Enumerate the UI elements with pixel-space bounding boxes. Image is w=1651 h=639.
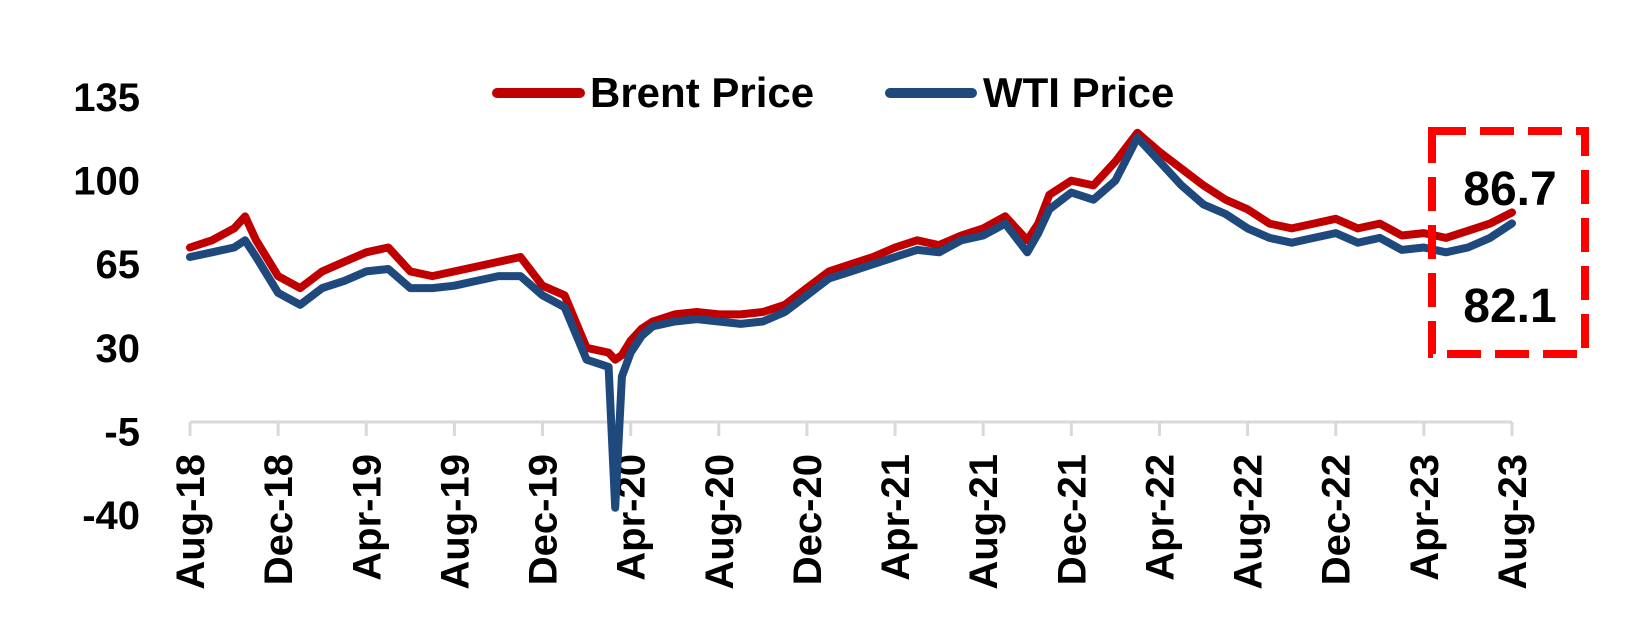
x-tick-label: Aug-23 bbox=[1491, 454, 1535, 590]
y-tick-label: 65 bbox=[96, 243, 141, 287]
legend: Brent Price WTI Price bbox=[492, 69, 1174, 116]
x-tick-label: Dec-20 bbox=[786, 454, 830, 585]
legend-label-brent: Brent Price bbox=[590, 69, 814, 116]
x-tick-label: Aug-20 bbox=[698, 454, 742, 590]
latest-value-callout: 86.7 82.1 bbox=[1428, 127, 1589, 358]
legend-label-wti: WTI Price bbox=[983, 69, 1174, 116]
callout-wti-value: 82.1 bbox=[1463, 280, 1556, 333]
callout-brent-value: 86.7 bbox=[1463, 163, 1556, 216]
y-tick-label: 100 bbox=[73, 160, 140, 204]
callout-box bbox=[1428, 127, 1589, 358]
x-tick-label: Dec-21 bbox=[1050, 454, 1094, 585]
x-axis: Aug-18 Dec-18 Apr-19 Aug-19 Dec-19 Apr-20 Aug-… bbox=[169, 420, 1535, 590]
x-tick-label: Dec-19 bbox=[522, 454, 566, 585]
x-tick-label: Apr-21 bbox=[874, 454, 918, 581]
x-tick-label: Aug-22 bbox=[1227, 454, 1271, 590]
y-tick-label: 135 bbox=[73, 76, 140, 120]
x-tick-label: Dec-18 bbox=[257, 454, 301, 585]
x-tick-label: Dec-22 bbox=[1315, 454, 1359, 585]
x-tick-label: Aug-19 bbox=[433, 454, 477, 590]
series-line-wti bbox=[186, 133, 1516, 512]
y-tick-label: -5 bbox=[104, 410, 140, 454]
plot-lines bbox=[186, 128, 1516, 512]
x-tick-label: Apr-23 bbox=[1403, 454, 1447, 581]
x-tick-label: Aug-18 bbox=[169, 454, 213, 590]
x-tick-label: Apr-22 bbox=[1138, 454, 1182, 581]
y-tick-label: -40 bbox=[82, 494, 140, 538]
x-tick-label: Apr-19 bbox=[345, 454, 389, 581]
x-tick-label: Aug-21 bbox=[962, 454, 1006, 590]
y-tick-label: 30 bbox=[96, 327, 141, 371]
y-axis: 135 100 65 30 -5 -40 bbox=[73, 76, 140, 538]
series-line-brent bbox=[186, 128, 1516, 364]
